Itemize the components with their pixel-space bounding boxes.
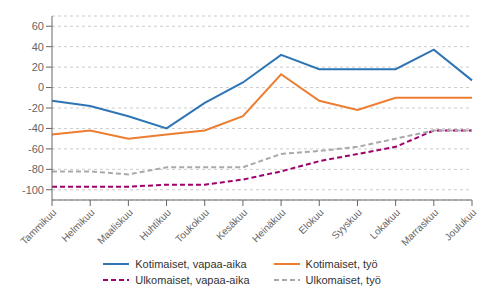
html-text:Kotimaiset, vapaa-aika: Kotimaiset, vapaa-aika [135, 258, 247, 270]
svg-text:Toukokuu: Toukokuu [173, 207, 211, 245]
svg-text:Lokakuu: Lokakuu [368, 207, 403, 242]
svg-text:Kesäkuu: Kesäkuu [214, 207, 249, 242]
html-text:Kotimaiset, työ: Kotimaiset, työ [305, 258, 378, 270]
svg-text:-100: -100 [22, 184, 44, 196]
svg-text:-60: -60 [28, 143, 44, 155]
svg-text:Huhtikuu: Huhtikuu [137, 207, 173, 243]
svg-text:Syyskuu: Syyskuu [329, 207, 364, 242]
svg-text:20: 20 [32, 61, 44, 73]
svg-text:Marraskuu: Marraskuu [399, 207, 440, 248]
svg-text:Joulukuu: Joulukuu [442, 207, 478, 243]
svg-text:60: 60 [32, 20, 44, 32]
svg-text:-80: -80 [28, 163, 44, 175]
svg-text:40: 40 [32, 41, 44, 53]
svg-text:0: 0 [38, 81, 44, 93]
html-text:Ulkomaiset, työ: Ulkomaiset, työ [305, 274, 381, 286]
svg-text:Helmikuu: Helmikuu [59, 207, 96, 244]
svg-text:-40: -40 [28, 122, 44, 134]
svg-text:Heinäkuu: Heinäkuu [250, 207, 288, 245]
svg-text:Tammikuu: Tammikuu [18, 207, 58, 247]
svg-text:-20: -20 [28, 102, 44, 114]
html-text:Ulkomaiset, vapaa-aika: Ulkomaiset, vapaa-aika [135, 274, 250, 286]
svg-text:Maaliskuu: Maaliskuu [95, 207, 135, 247]
svg-text:Elokuu: Elokuu [296, 207, 325, 236]
